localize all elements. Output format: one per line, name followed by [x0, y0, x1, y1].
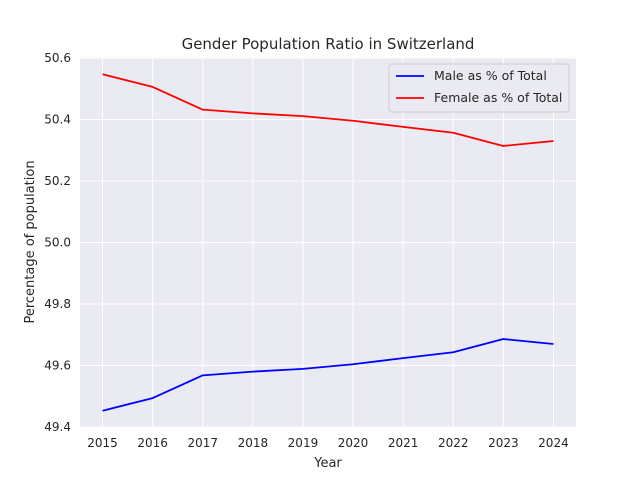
x-tick-label: 2023 — [488, 436, 519, 450]
y-tick-label: 49.4 — [44, 420, 71, 434]
grid — [80, 57, 576, 428]
x-tick-label: 2020 — [338, 436, 369, 450]
series-lines — [102, 73, 554, 412]
y-tick-label: 49.6 — [44, 359, 71, 373]
x-tick-label: 2024 — [538, 436, 569, 450]
legend-label-male: Male as % of Total — [434, 68, 547, 83]
x-tick-label: 2021 — [388, 436, 419, 450]
y-tick-label: 50.0 — [44, 236, 71, 250]
x-tick-labels: 2015 2016 2017 2018 2019 2020 2021 2022 2023 2024 — [87, 436, 568, 450]
series-line-female — [102, 73, 554, 147]
x-tick-label: 2017 — [187, 436, 218, 450]
x-tick-label: 2015 — [87, 436, 118, 450]
y-tick-labels: 49.4 49.6 49.8 50.0 50.2 50.4 50.6 — [44, 51, 71, 434]
x-tick-label: 2016 — [137, 436, 168, 450]
x-tick-label: 2019 — [288, 436, 319, 450]
x-axis-label: Year — [313, 456, 342, 471]
y-tick-label: 50.4 — [44, 113, 71, 127]
legend-label-female: Female as % of Total — [434, 90, 562, 105]
x-tick-label: 2018 — [238, 436, 269, 450]
series-line-male — [102, 338, 554, 412]
chart-title: Gender Population Ratio in Switzerland — [182, 35, 475, 53]
y-axis-label: Percentage of population — [23, 160, 38, 323]
y-tick-label: 50.2 — [44, 174, 71, 188]
y-tick-label: 49.8 — [44, 297, 71, 311]
legend: Male as % of Total Female as % of Total — [388, 63, 570, 113]
legend-box — [388, 63, 570, 113]
x-tick-label: 2022 — [438, 436, 469, 450]
y-tick-label: 50.6 — [44, 51, 71, 65]
